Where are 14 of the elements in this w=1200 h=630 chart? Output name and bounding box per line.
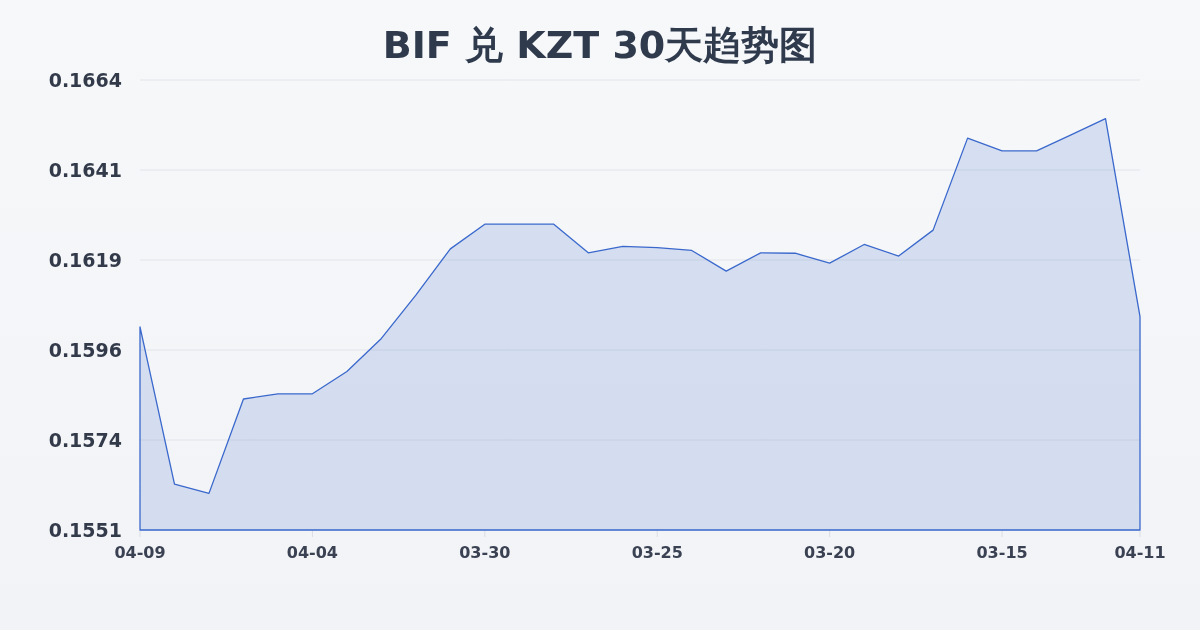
x-tick-label: 03-15 — [976, 543, 1028, 562]
x-tick-label: 04-09 — [114, 543, 166, 562]
x-tick-label: 04-04 — [286, 543, 338, 562]
y-tick-label: 0.1641 — [48, 159, 122, 181]
x-tick-label: 04-11 — [1114, 543, 1166, 562]
y-tick-label: 0.1596 — [48, 339, 122, 361]
x-tick-label: 03-20 — [804, 543, 856, 562]
x-tick-label: 03-30 — [459, 543, 511, 562]
y-tick-label: 0.1551 — [48, 519, 122, 541]
title: BIF 兑 KZT 30天趋势图 — [382, 23, 818, 67]
x-tick-label: 03-25 — [631, 543, 683, 562]
y-tick-label: 0.1574 — [48, 429, 122, 451]
y-tick-label: 0.1664 — [48, 69, 122, 91]
y-tick-label: 0.1619 — [48, 249, 122, 271]
